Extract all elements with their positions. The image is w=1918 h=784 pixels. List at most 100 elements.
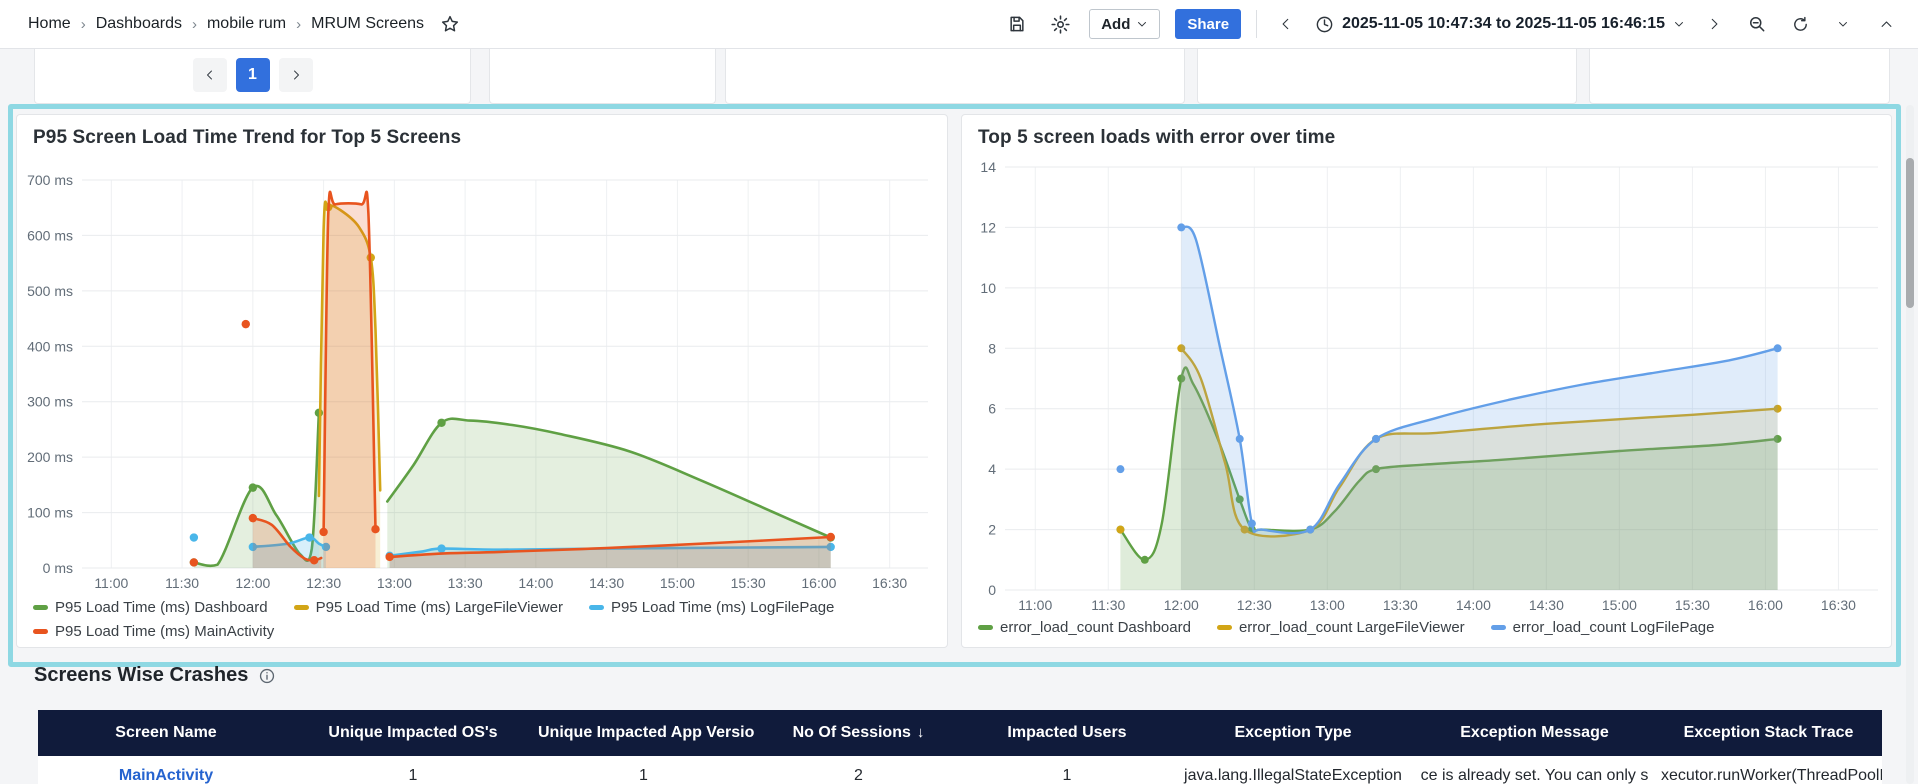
breadcrumb-item[interactable]: mobile rum <box>206 15 287 32</box>
refresh-button[interactable] <box>1786 10 1814 38</box>
sort-descending-icon[interactable]: ↓ <box>916 724 925 741</box>
y-tick-label: 6 <box>988 401 996 417</box>
share-button-label: Share <box>1187 15 1230 33</box>
table-header-cell[interactable]: Exception Stack Trace <box>1655 710 1882 756</box>
breadcrumb-item[interactable]: Dashboards <box>95 15 182 32</box>
toolbar-divider <box>1256 10 1258 38</box>
prev-page-button[interactable] <box>192 58 227 92</box>
y-tick-label: 14 <box>980 159 996 175</box>
x-tick-label: 11:00 <box>1018 597 1052 613</box>
table-header-cell[interactable]: No Of Sessions ↓ <box>755 710 962 756</box>
data-point <box>248 513 258 523</box>
legend-item[interactable]: error_load_count LogFilePage <box>1490 619 1715 636</box>
table-header-cell[interactable]: Screen Name <box>38 710 294 756</box>
x-tick-label: 11:00 <box>94 575 128 591</box>
legend-item[interactable]: error_load_count Dashboard <box>978 619 1191 636</box>
chevron-down-icon <box>1138 22 1147 27</box>
x-tick-label: 13:00 <box>1310 597 1345 613</box>
zoom-out-icon <box>1750 17 1765 32</box>
y-tick-label: 100 ms <box>27 505 73 521</box>
series-line <box>322 190 377 534</box>
time-back-button[interactable] <box>1272 10 1300 38</box>
save-icon <box>1010 16 1024 32</box>
y-tick-label: 300 ms <box>27 394 73 410</box>
column-label: Unique Impacted App Versio <box>538 724 755 741</box>
y-tick-label: 600 ms <box>27 227 73 243</box>
table-body: MainActivity 1 1 2 1 java.lang.IllegalStateEx… <box>38 756 1882 784</box>
x-tick-label: 12:30 <box>306 575 341 591</box>
panel-partial <box>489 48 716 104</box>
info-icon[interactable] <box>258 667 276 685</box>
series-line <box>1119 366 1779 561</box>
next-page-button[interactable] <box>278 58 313 92</box>
top-bar: Home › Dashboards › mobile rum › MRUM Screens … <box>0 0 1918 49</box>
table-header-cell[interactable]: Exception Message <box>1414 710 1655 756</box>
series-line <box>317 200 382 498</box>
x-tick-label: 16:00 <box>801 575 836 591</box>
legend-item[interactable]: P95 Load Time (ms) Dashboard <box>33 599 268 616</box>
legend-swatch <box>1490 625 1506 630</box>
table-row: MainActivity 1 1 2 1 java.lang.IllegalStateEx… <box>38 756 1882 784</box>
gear-icon <box>1051 14 1070 34</box>
table-header-row: Screen Name Unique Impacted OS's Unique Im… <box>38 710 1882 756</box>
column-label: Screen Name <box>115 724 217 741</box>
breadcrumb-item[interactable]: Home <box>28 15 71 32</box>
panel-p95-load-time: P95 Screen Load Time Trend for Top 5 Scr… <box>16 114 948 648</box>
y-tick-label: 400 ms <box>27 338 73 354</box>
refresh-icon <box>1793 16 1807 31</box>
data-point <box>319 527 328 537</box>
data-point <box>1177 374 1186 383</box>
zoom-out-button[interactable] <box>1743 10 1771 38</box>
data-point <box>1773 404 1782 413</box>
time-range-picker[interactable]: 2025-11-05 10:47:34 to 2025-11-05 16:46:… <box>1315 15 1685 34</box>
vertical-scrollbar[interactable] <box>1906 105 1914 784</box>
breadcrumb-separator: › <box>296 15 302 33</box>
screen-name-cell: MainActivity <box>38 756 294 784</box>
refresh-options-button[interactable] <box>1829 10 1857 38</box>
x-tick-label: 14:30 <box>1529 597 1564 613</box>
y-tick-label: 0 <box>988 582 996 598</box>
table-header-cell[interactable]: Exception Type <box>1172 710 1414 756</box>
series-area <box>1181 348 1778 590</box>
table-header-cell[interactable]: Unique Impacted OS's <box>294 710 532 756</box>
collapse-header-button[interactable] <box>1872 10 1900 38</box>
table-header-cell[interactable]: Unique Impacted App Versio <box>532 710 755 756</box>
x-tick-label: 14:00 <box>1456 597 1491 613</box>
x-tick-label: 15:30 <box>731 575 766 591</box>
data-point <box>1773 434 1782 443</box>
legend-label: P95 Load Time (ms) Dashboard <box>55 599 268 616</box>
screen-name-link[interactable]: MainActivity <box>118 767 214 784</box>
legend-label: P95 Load Time (ms) LargeFileViewer <box>315 599 563 616</box>
series-area <box>387 418 831 568</box>
chart-title: Top 5 screen loads with error over time <box>978 127 1336 148</box>
breadcrumb-separator: › <box>80 15 86 33</box>
legend-item[interactable]: P95 Load Time (ms) MainActivity <box>33 623 274 640</box>
current-page-button[interactable]: 1 <box>235 58 270 92</box>
add-button[interactable]: Add <box>1089 9 1161 39</box>
time-range-text: 2025-11-05 10:47:34 to 2025-11-05 16:46:… <box>1342 15 1665 32</box>
legend-item[interactable]: P95 Load Time (ms) LargeFileViewer <box>293 599 563 616</box>
legend-swatch <box>978 625 993 630</box>
column-label: No Of Sessions <box>792 724 911 741</box>
chevron-down-icon <box>1675 22 1683 27</box>
settings-button[interactable] <box>1046 10 1074 38</box>
table-header-cell[interactable]: Impacted Users <box>962 710 1172 756</box>
data-point <box>1247 519 1256 528</box>
error-loads-chart[interactable]: 11:00 11:30 12:00 12:30 13:00 13:30 14:00 14:30… <box>962 141 1891 613</box>
scrollbar-thumb[interactable] <box>1906 158 1914 308</box>
share-button[interactable]: Share <box>1175 9 1242 39</box>
legend-item[interactable]: P95 Load Time (ms) LogFilePage <box>588 599 834 616</box>
p95-load-time-chart[interactable]: 11:00 11:30 12:00 12:30 13:00 13:30 14:00 14:30… <box>17 151 947 593</box>
time-forward-button[interactable] <box>1700 10 1728 38</box>
legend-item[interactable]: error_load_count LargeFileViewer <box>1216 619 1465 636</box>
section-title-text: Screens Wise Crashes <box>34 664 249 686</box>
save-button[interactable] <box>1003 10 1031 38</box>
x-tick-label: 15:00 <box>1602 597 1637 613</box>
favorite-star-button[interactable] <box>440 14 460 34</box>
legend-label: error_load_count LogFilePage <box>1512 619 1715 636</box>
chart-title: P95 Screen Load Time Trend for Top 5 Scr… <box>33 127 462 148</box>
x-tick-label: 14:30 <box>589 575 624 591</box>
data-point <box>1372 434 1381 443</box>
breadcrumb-item: MRUM Screens <box>311 15 425 32</box>
